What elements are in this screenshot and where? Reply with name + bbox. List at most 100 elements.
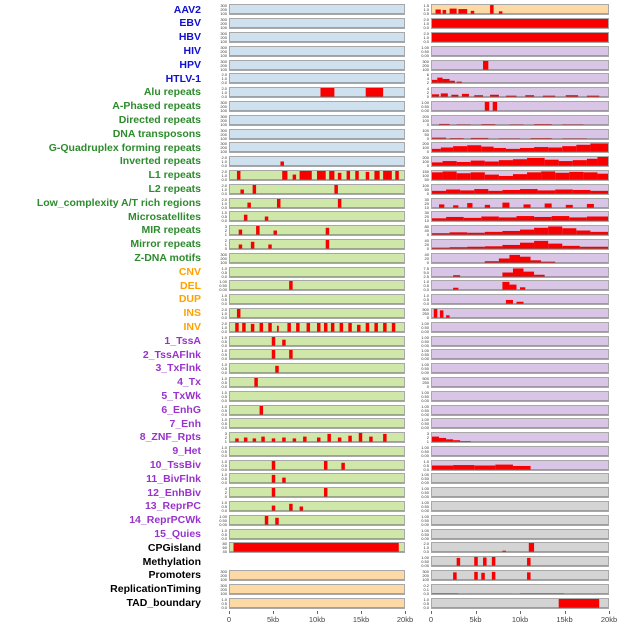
y-tick-label: 10	[424, 204, 429, 209]
y-tick-label: 100	[422, 183, 429, 188]
y-tick-label: 500	[422, 376, 429, 381]
track-panel-left	[229, 4, 405, 16]
track-label: L1 repeats	[148, 169, 201, 182]
y-tick-label: 300	[220, 114, 227, 119]
y-tick-label: 20	[424, 241, 429, 247]
y-tick-label: 200	[220, 145, 227, 151]
axis-spacer-left	[0, 611, 229, 629]
y-tick-label: 1.00	[421, 487, 429, 492]
y-tick-label: 0.0	[221, 356, 227, 361]
track-label: G-Quadruplex forming repeats	[48, 141, 201, 154]
track-signal-plot	[230, 488, 404, 498]
y-tick-label: 300	[220, 128, 227, 133]
y-axis-tick-labels: 1.0 0.5 0.0	[205, 446, 229, 457]
x-tick-mark	[475, 611, 477, 615]
y-axis-tick-labels: 1.0 0.5 0.0	[205, 460, 229, 471]
track-panel-left	[229, 100, 405, 112]
track-panel-right	[431, 294, 609, 306]
track-row: HPV 300 200 100 300 200 100	[0, 58, 630, 72]
track-panel-left	[229, 570, 405, 582]
track-label: 11_BivFlnk	[146, 472, 201, 485]
y-tick-label: 2	[426, 80, 429, 85]
y-tick-label: 4	[224, 487, 227, 492]
track-panel-left	[229, 87, 405, 99]
y-tick-label: 100	[220, 66, 227, 71]
y-tick-label: 0.50	[421, 324, 429, 330]
track-panel-left	[229, 211, 405, 223]
y-tick-label: 100	[220, 577, 227, 582]
track-label: 12_EnhBiv	[147, 486, 201, 499]
y-tick-label: 200	[422, 62, 429, 68]
track-row: DNA transposons 300 200 100 100 50 0	[0, 127, 630, 141]
y-tick-label: 1.00	[421, 445, 429, 450]
track-signal-plot	[230, 515, 404, 525]
track-row: 9_Het 1.0 0.5 0.0 1.00 0.50 0.00	[0, 445, 630, 459]
track-panel-right	[431, 266, 609, 278]
y-tick-label: 1.00	[219, 280, 227, 285]
track-panel-left	[229, 169, 405, 181]
y-tick-label: 2	[224, 490, 227, 496]
track-panel-right	[431, 473, 609, 485]
track-signal-plot	[432, 538, 608, 539]
x-tick-mark	[317, 611, 318, 615]
y-tick-label: 100	[220, 590, 227, 595]
x-tick-mark	[361, 611, 362, 615]
y-tick-label: 0.00	[421, 508, 429, 513]
y-tick-label: 3	[224, 432, 227, 437]
y-tick-label: 0.0	[423, 25, 429, 30]
track-label: 9_Het	[172, 445, 201, 458]
y-tick-label: 0.5	[221, 393, 227, 399]
track-panel-right	[431, 238, 609, 250]
track-label: 7_Enh	[169, 417, 201, 430]
track-label: Microsatellites	[128, 210, 201, 223]
y-tick-label: 2.0	[221, 307, 227, 312]
track-panel-right	[431, 459, 609, 471]
y-tick-label: 0.5	[221, 407, 227, 413]
track-row: Promoters 300 200 100 300 200 100	[0, 569, 630, 583]
track-signal-plot	[432, 427, 608, 429]
y-tick-label: 0	[426, 94, 429, 99]
y-tick-label: 40	[424, 252, 429, 257]
y-tick-label: 0.5	[423, 297, 429, 303]
y-tick-label: 300	[220, 100, 227, 105]
track-label: 4_Tx	[177, 376, 201, 389]
track-row: Directed repeats 300 200 100 200 100 0	[0, 113, 630, 127]
track-signal-plot	[230, 82, 404, 84]
track-label: HIV	[183, 45, 201, 58]
y-tick-label: 1.0	[423, 280, 429, 285]
y-axis-tick-labels: 1.0 0.5 0.0	[205, 294, 229, 305]
y-tick-label: 0.5	[221, 462, 227, 468]
y-tick-label: 1.00	[421, 473, 429, 478]
y-tick-label: 0	[224, 494, 227, 499]
track-panel-left	[229, 376, 405, 388]
y-axis-tick-labels: 1.0 0.5 0.0	[205, 336, 229, 347]
track-row: 8_ZNF_Rpts 3 2 1 3 2 1	[0, 431, 630, 445]
y-tick-label: 0.50	[421, 504, 429, 510]
y-tick-label: 200	[220, 62, 227, 68]
y-tick-label: 500	[422, 307, 429, 312]
y-tick-label: 1.00	[421, 404, 429, 409]
track-panel-right	[431, 404, 609, 416]
track-label: Methylation	[142, 555, 201, 568]
y-axis-tick-labels: 300 200 100	[405, 570, 431, 581]
track-signal-plot	[230, 350, 404, 360]
track-panel-left	[229, 183, 405, 195]
y-tick-label: 0.0	[221, 94, 227, 99]
y-axis-tick-labels: 1.0 0.5 0.0	[205, 501, 229, 512]
track-panel-left	[229, 473, 405, 485]
y-axis-tick-labels: 1.00 0.50 0.00	[405, 405, 431, 416]
y-tick-label: 0.0	[221, 301, 227, 306]
track-label: CNV	[178, 265, 201, 278]
track-signal-plot	[230, 138, 404, 139]
y-axis-tick-labels: 200 100 0	[405, 156, 431, 167]
y-tick-label: 0	[426, 190, 429, 195]
y-tick-label: 0.50	[421, 103, 429, 109]
y-tick-label: 1.0	[221, 211, 227, 216]
track-signal-plot	[230, 433, 404, 443]
y-axis-tick-labels: 2.0 1.0 0.0	[205, 87, 229, 98]
y-tick-label: 1.0	[221, 390, 227, 395]
y-tick-label: 0.00	[421, 480, 429, 485]
track-signal-plot	[432, 455, 608, 456]
